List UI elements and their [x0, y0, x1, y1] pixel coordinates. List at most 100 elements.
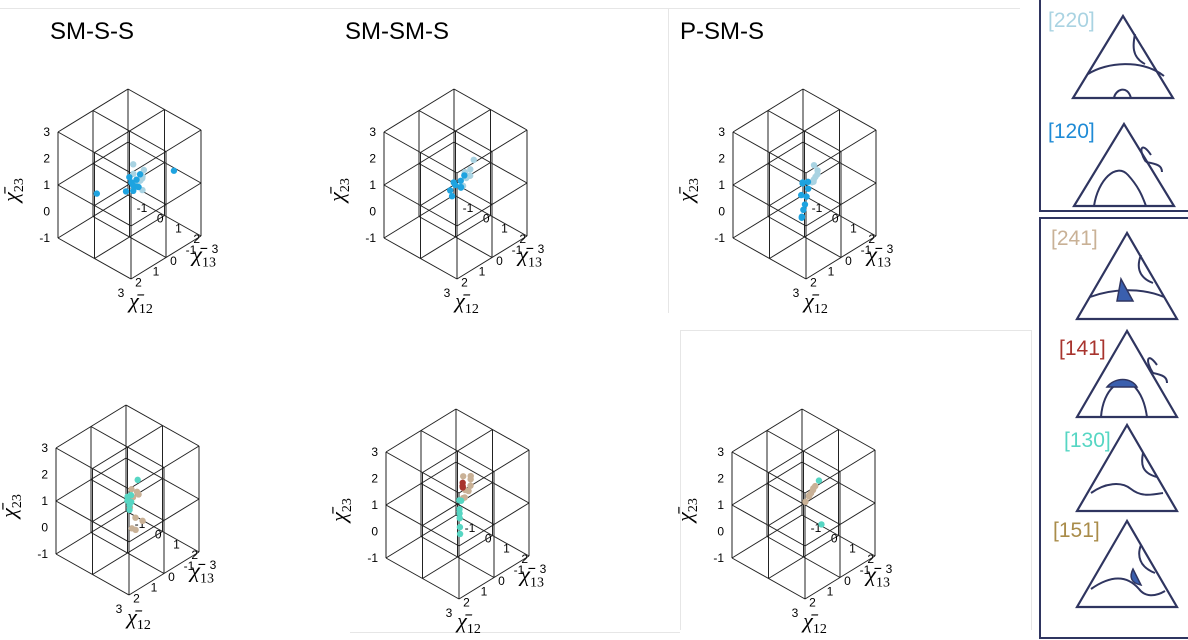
x-axis-subscript: 12 — [813, 622, 827, 637]
phase-triangle-icon — [1071, 13, 1175, 100]
y-tick-label: 1 — [503, 542, 510, 556]
data-point — [803, 193, 810, 200]
z-tick-label: 0 — [717, 525, 724, 539]
y-tick-label: -1 — [811, 521, 822, 535]
data-point — [456, 510, 463, 517]
gridline — [418, 216, 493, 258]
panel-border — [1031, 330, 1032, 630]
gridline — [57, 184, 132, 227]
y-tick-label: 3 — [212, 242, 219, 256]
gridline — [455, 408, 530, 451]
gridline — [125, 457, 200, 500]
z-tick-label: 2 — [718, 152, 725, 166]
x-tick-label: -1 — [860, 563, 871, 577]
data-point — [818, 521, 825, 528]
y-tick-label: -1 — [463, 201, 474, 215]
z-tick-label: 0 — [369, 205, 376, 219]
y-axis-subscript: 13 — [876, 576, 890, 591]
x-tick-label: -1 — [861, 243, 872, 257]
data-point — [800, 206, 807, 214]
x-axis-symbol: χ̄12 — [453, 288, 479, 317]
x-axis-symbol: χ̄12 — [801, 608, 827, 637]
gridline — [802, 141, 877, 184]
data-point — [456, 523, 464, 531]
y-tick-label: 0 — [157, 211, 164, 225]
gridline — [90, 426, 165, 468]
legend-label-220: [220] — [1048, 9, 1095, 32]
gridline — [55, 553, 130, 596]
y-tick-label: 3 — [210, 558, 217, 572]
y-axis-subscript: 13 — [530, 576, 544, 591]
x-axis-subscript: 12 — [465, 302, 479, 317]
z-tick-label: 3 — [43, 125, 50, 139]
z-tick-label: 1 — [371, 498, 378, 512]
box-grid — [732, 88, 877, 280]
gridline — [731, 557, 806, 600]
z-tick-label: 1 — [718, 178, 725, 192]
y-tick-label: 2 — [867, 552, 874, 566]
y-axis-subscript: 13 — [528, 256, 542, 271]
z-tick-label: 2 — [43, 152, 50, 166]
gridline — [802, 194, 877, 237]
phase-triangle-icon — [1072, 121, 1176, 208]
gridline — [90, 532, 165, 574]
x-axis-subscript: 12 — [467, 622, 481, 637]
y-tick-label: 1 — [850, 222, 857, 236]
x-tick-label: -1 — [186, 243, 197, 257]
plot-p-sm-s: P-SM-S -1 0 1 2 3 -1 0 1 2 3 -1 0 1 2 3 χ̄12 χ̄13 χ̄23 — [670, 10, 1025, 320]
data-points — [93, 161, 178, 197]
legend-bottom: [241] [141] [130] [151] — [1039, 217, 1188, 639]
legend-label-120: [120] — [1048, 120, 1095, 143]
x-tick-label: 3 — [446, 606, 453, 620]
gridline — [383, 237, 458, 280]
y-tick-label: 1 — [173, 538, 180, 552]
phase-triangle-icon — [1075, 422, 1179, 513]
data-point — [452, 181, 459, 189]
data-point — [806, 492, 813, 499]
z-tick-label: 0 — [41, 521, 48, 535]
data-point — [129, 181, 137, 189]
x-tick-label: 2 — [463, 595, 470, 609]
y-tick-label: 3 — [886, 562, 893, 576]
data-point — [126, 506, 133, 514]
y-tick-label: 2 — [519, 232, 526, 246]
x-tick-label: 3 — [792, 606, 799, 620]
data-point — [135, 183, 142, 191]
data-point — [130, 161, 137, 168]
z-tick-label: -1 — [37, 547, 48, 561]
phase-triangle-icon — [1075, 328, 1179, 419]
x-axis-title: χ̄12 — [802, 288, 828, 317]
data-point — [802, 498, 809, 506]
data-point — [812, 482, 819, 490]
panel-border — [680, 330, 681, 630]
z-tick-label: -1 — [714, 231, 725, 245]
z-axis-symbol: χ̄23 — [0, 494, 25, 520]
y-tick-label: -1 — [465, 521, 476, 535]
box-grid — [385, 408, 530, 600]
z-axis-subscript: 23 — [12, 178, 27, 192]
y-tick-label: 2 — [191, 548, 198, 562]
x-tick-label: 0 — [168, 570, 175, 584]
x-tick-label: 3 — [116, 602, 123, 616]
gridline — [127, 141, 202, 184]
z-axis-symbol: χ̄23 — [324, 178, 353, 204]
data-point — [798, 191, 805, 199]
data-point — [457, 183, 465, 191]
y-axis-subscript: 13 — [202, 256, 216, 271]
data-points — [456, 472, 474, 538]
z-tick-label: 0 — [43, 205, 50, 219]
z-tick-label: 2 — [717, 472, 724, 486]
x-tick-label: -1 — [514, 563, 525, 577]
z-axis-title: χ̄23 — [324, 178, 353, 204]
x-tick-label: 0 — [498, 574, 505, 588]
x-axis-symbol: χ̄12 — [127, 288, 153, 317]
data-point — [93, 190, 101, 197]
gridline — [127, 194, 202, 237]
data-point — [804, 178, 812, 186]
gridline — [383, 184, 458, 227]
y-axis-subscript: 13 — [877, 256, 891, 271]
gridline — [127, 88, 202, 131]
